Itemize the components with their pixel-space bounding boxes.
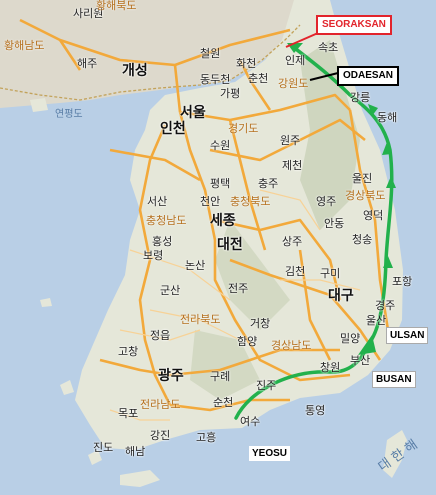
city-jindo: 진도 <box>93 441 114 454</box>
city-andong: 안동 <box>324 217 345 230</box>
callout-seoraksan[interactable]: SEORAKSAN <box>316 15 392 35</box>
city-gumi: 구미 <box>320 267 341 280</box>
city-haenam: 해남 <box>125 445 146 458</box>
city-gyeongju: 경주 <box>375 299 396 312</box>
city-busan-ko: 부산 <box>350 354 371 367</box>
city-chungju: 충주 <box>258 177 279 190</box>
city-gapyeong: 가평 <box>220 87 241 100</box>
city-wonju: 원주 <box>280 134 301 147</box>
city-gimcheon: 김천 <box>285 265 306 278</box>
city-sangju: 상주 <box>282 235 303 248</box>
city-dongducheon: 동두천 <box>200 73 231 86</box>
city-nonsan: 논산 <box>185 259 206 272</box>
city-gangjin: 강진 <box>150 429 171 442</box>
city-boryeong: 보령 <box>143 249 164 262</box>
province-gyeongnam: 경상남도 <box>271 339 312 352</box>
city-tongyeong: 통영 <box>305 404 326 417</box>
province-chungnam: 충청남도 <box>146 214 187 227</box>
city-geochang: 거창 <box>250 317 271 330</box>
city-mokpo: 목포 <box>118 407 139 420</box>
province-jeonnam: 전라남도 <box>140 398 181 411</box>
city-kaesong: 개성 <box>122 63 148 79</box>
province-gyeongbuk: 경상북도 <box>345 189 386 202</box>
city-yeongdeok: 영덕 <box>363 209 384 222</box>
callout-ulsan[interactable]: ULSAN <box>386 327 429 344</box>
city-changwon: 창원 <box>320 361 341 374</box>
province-gyeonggi: 경기도 <box>228 122 259 135</box>
city-gurye: 구례 <box>210 370 231 383</box>
city-hongseong: 홍성 <box>152 235 173 248</box>
city-chuncheon: 춘천 <box>248 72 269 85</box>
city-miryang: 밀양 <box>340 332 361 345</box>
city-daegu: 대구 <box>328 288 354 304</box>
callout-busan[interactable]: BUSAN <box>372 371 416 388</box>
city-gochang: 고창 <box>118 345 139 358</box>
city-sejong: 세종 <box>210 213 236 229</box>
province-hwanghae-north: 황해북도 <box>96 0 137 12</box>
province-gangwon: 강원도 <box>278 77 309 90</box>
city-gangneung: 강릉 <box>350 91 371 104</box>
city-sariwon: 사리원 <box>73 7 104 20</box>
city-haeju: 해주 <box>77 57 98 70</box>
city-hwacheon: 화천 <box>236 57 257 70</box>
city-cheongsong: 청송 <box>352 233 373 246</box>
city-yeongju: 영주 <box>316 195 337 208</box>
city-seoul: 서울 <box>180 105 206 121</box>
city-seosan: 서산 <box>147 195 168 208</box>
city-cheonan: 천안 <box>200 195 221 208</box>
city-pyeongtaek: 평택 <box>210 177 231 190</box>
province-hwanghae-south: 황해남도 <box>4 39 45 52</box>
city-sokcho: 속초 <box>318 41 339 54</box>
city-jinju: 진주 <box>256 379 277 392</box>
city-yeosu-ko: 여수 <box>240 415 261 428</box>
city-jecheon: 제천 <box>282 159 303 172</box>
callout-odaesan[interactable]: ODAESAN <box>337 66 400 86</box>
city-jeonju: 전주 <box>228 282 249 295</box>
city-suncheon: 순천 <box>213 396 234 409</box>
city-cheorwon: 철원 <box>200 47 221 60</box>
city-gwangju: 광주 <box>158 368 184 384</box>
province-jeonbuk: 전라북도 <box>180 313 221 326</box>
city-donghae: 동해 <box>377 111 398 124</box>
city-inje: 인제 <box>285 54 306 67</box>
city-uljin: 울진 <box>352 172 373 185</box>
province-chungbuk: 충청북도 <box>230 195 271 208</box>
callout-yeosu[interactable]: YEOSU <box>249 446 291 461</box>
city-ulsan-ko: 울산 <box>366 314 387 327</box>
city-pohang: 포항 <box>392 275 413 288</box>
city-gunsan: 군산 <box>160 284 181 297</box>
island-yeonpyeong: 연평도 <box>55 109 83 120</box>
city-suwon: 수원 <box>210 139 231 152</box>
city-hamyang: 함양 <box>237 335 258 348</box>
city-incheon: 인천 <box>160 121 186 137</box>
city-goheung: 고흥 <box>196 431 217 444</box>
city-jeongeup: 정읍 <box>150 329 171 342</box>
city-daejeon: 대전 <box>217 237 243 253</box>
